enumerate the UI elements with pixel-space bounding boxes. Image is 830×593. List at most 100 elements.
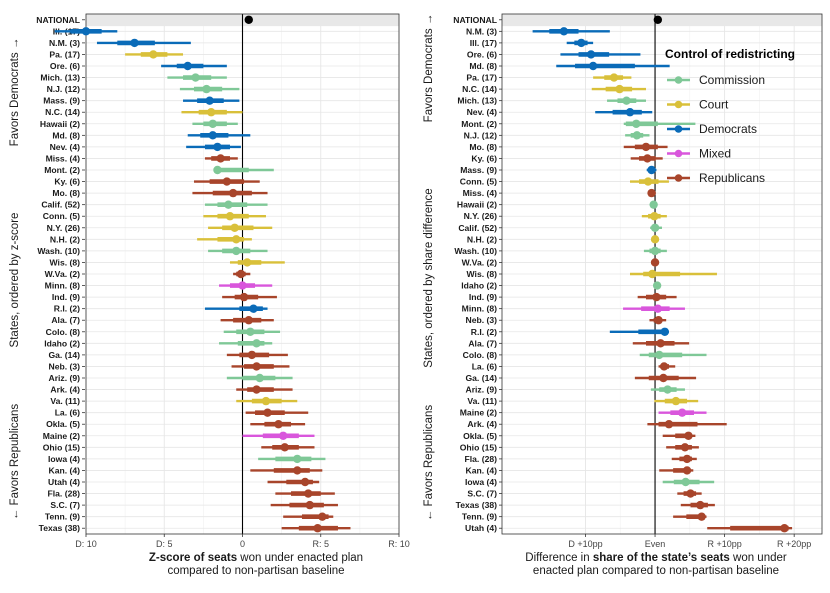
y-tick-label: Minn. (8) — [462, 304, 497, 314]
point-estimate — [654, 316, 663, 325]
legend-label: Democrats — [699, 122, 757, 136]
data-row — [236, 385, 293, 394]
point-estimate — [632, 119, 641, 128]
point-estimate — [682, 466, 692, 475]
point-estimate — [263, 408, 272, 417]
legend-label: Commission — [699, 73, 765, 87]
legend-entry: Republicans — [667, 171, 765, 185]
point-estimate — [213, 165, 222, 175]
point-estimate — [650, 212, 659, 221]
point-estimate — [686, 489, 695, 498]
point-estimate — [225, 212, 235, 221]
y-tick-label: Miss. (4) — [46, 153, 81, 163]
y-tick-label: Mich. (13) — [457, 96, 497, 106]
data-row — [267, 477, 320, 487]
y-tick-label: Neb. (3) — [465, 315, 497, 325]
data-row — [96, 38, 191, 48]
y-tick-label: Va. (11) — [50, 396, 80, 406]
y-tick-label: N.J. (12) — [464, 130, 498, 140]
point-estimate — [625, 108, 635, 117]
y-tick-label: N.Y. (26) — [464, 211, 498, 221]
point-estimate — [222, 177, 232, 186]
y-tick-label: Colo. (8) — [463, 350, 498, 360]
data-row — [630, 154, 663, 163]
y-tick-label: Ohio (15) — [460, 442, 497, 452]
data-row — [650, 223, 662, 232]
y-tick-label: Tenn. (9) — [462, 512, 497, 522]
y-tick-label: W.Va. (2) — [462, 257, 497, 267]
right-ylabel-mid: States, ordered by share difference — [423, 188, 435, 367]
y-tick-label: N.C. (14) — [462, 84, 497, 94]
y-tick-label: Wis. (8) — [467, 269, 498, 279]
y-tick-label: Colo. (8) — [46, 327, 81, 337]
point-estimate — [577, 38, 586, 48]
point-estimate — [232, 246, 241, 256]
point-estimate — [586, 50, 596, 59]
y-tick-label: Conn. (5) — [460, 177, 497, 187]
point-estimate — [681, 477, 690, 487]
point-estimate — [647, 188, 656, 198]
point-estimate — [244, 15, 253, 24]
data-row — [204, 154, 238, 163]
point-estimate — [697, 512, 706, 521]
point-estimate — [249, 304, 258, 313]
y-tick-label: Okla. (5) — [463, 431, 497, 441]
y-tick-label: Mich. (13) — [40, 73, 80, 83]
data-row — [219, 339, 273, 348]
legend-key-dot — [674, 149, 683, 158]
legend-entry: Court — [667, 98, 729, 112]
y-tick-label: N.H. (2) — [467, 234, 497, 244]
y-tick-label: Idaho (2) — [44, 338, 80, 348]
point-estimate — [239, 292, 249, 302]
point-estimate — [643, 154, 652, 163]
point-estimate — [643, 177, 653, 186]
data-row — [639, 350, 707, 360]
point-estimate — [677, 408, 687, 417]
point-estimate — [648, 269, 657, 279]
y-tick-label: Mo. (8) — [52, 188, 80, 198]
y-tick-label: Texas (38) — [456, 500, 498, 510]
data-row — [659, 466, 694, 475]
x-tick-label: D: 10 — [75, 539, 97, 549]
y-tick-label: Ala. (7) — [468, 338, 497, 348]
left-ylabel-top: Favors Democrats → — [9, 38, 21, 147]
data-row — [204, 304, 268, 313]
data-row — [244, 15, 253, 24]
legend-key-dot — [674, 76, 683, 84]
data-row — [556, 61, 670, 71]
y-tick-label: Wash. (10) — [37, 246, 80, 256]
data-row — [634, 373, 697, 383]
data-row — [275, 489, 335, 498]
right-xlabel-line1: Difference in share of the state’s seats… — [525, 552, 787, 564]
y-tick-label: N.Y. (26) — [47, 223, 81, 233]
data-row — [625, 131, 650, 140]
data-row — [623, 304, 685, 313]
data-row — [662, 431, 696, 440]
point-estimate — [650, 235, 660, 244]
y-tick-label: NATIONAL — [36, 15, 80, 25]
data-row — [649, 316, 667, 325]
y-tick-label: Iowa (4) — [465, 477, 497, 487]
y-tick-label: Kan. (4) — [48, 465, 80, 475]
point-estimate — [660, 327, 669, 336]
y-tick-label: Maine (2) — [460, 408, 497, 418]
left-ylabel-bottom: ← Favors Republicans — [9, 404, 21, 521]
point-estimate — [671, 396, 681, 406]
y-tick-label: Ga. (14) — [48, 350, 80, 360]
legend-label: Mixed — [699, 147, 731, 161]
y-tick-label: Ala. (7) — [51, 315, 80, 325]
y-tick-label: Ill. (17) — [470, 38, 497, 48]
x-tick-label: Even — [645, 539, 666, 549]
point-estimate — [280, 443, 289, 452]
right-ylabel-bottom: ← Favors Republicans — [423, 405, 435, 522]
y-tick-label: Ky. (6) — [54, 177, 80, 187]
data-row — [658, 408, 707, 417]
y-tick-label: Ore. (6) — [50, 61, 80, 71]
point-estimate — [274, 420, 283, 429]
y-tick-label: Neb. (3) — [48, 361, 80, 371]
point-estimate — [641, 142, 651, 152]
y-tick-label: Ore. (6) — [467, 49, 497, 59]
point-estimate — [684, 431, 693, 440]
right-xlabel-line2: enacted plan compared to non-partisan ba… — [533, 565, 779, 577]
y-tick-label: La. (6) — [472, 361, 497, 371]
